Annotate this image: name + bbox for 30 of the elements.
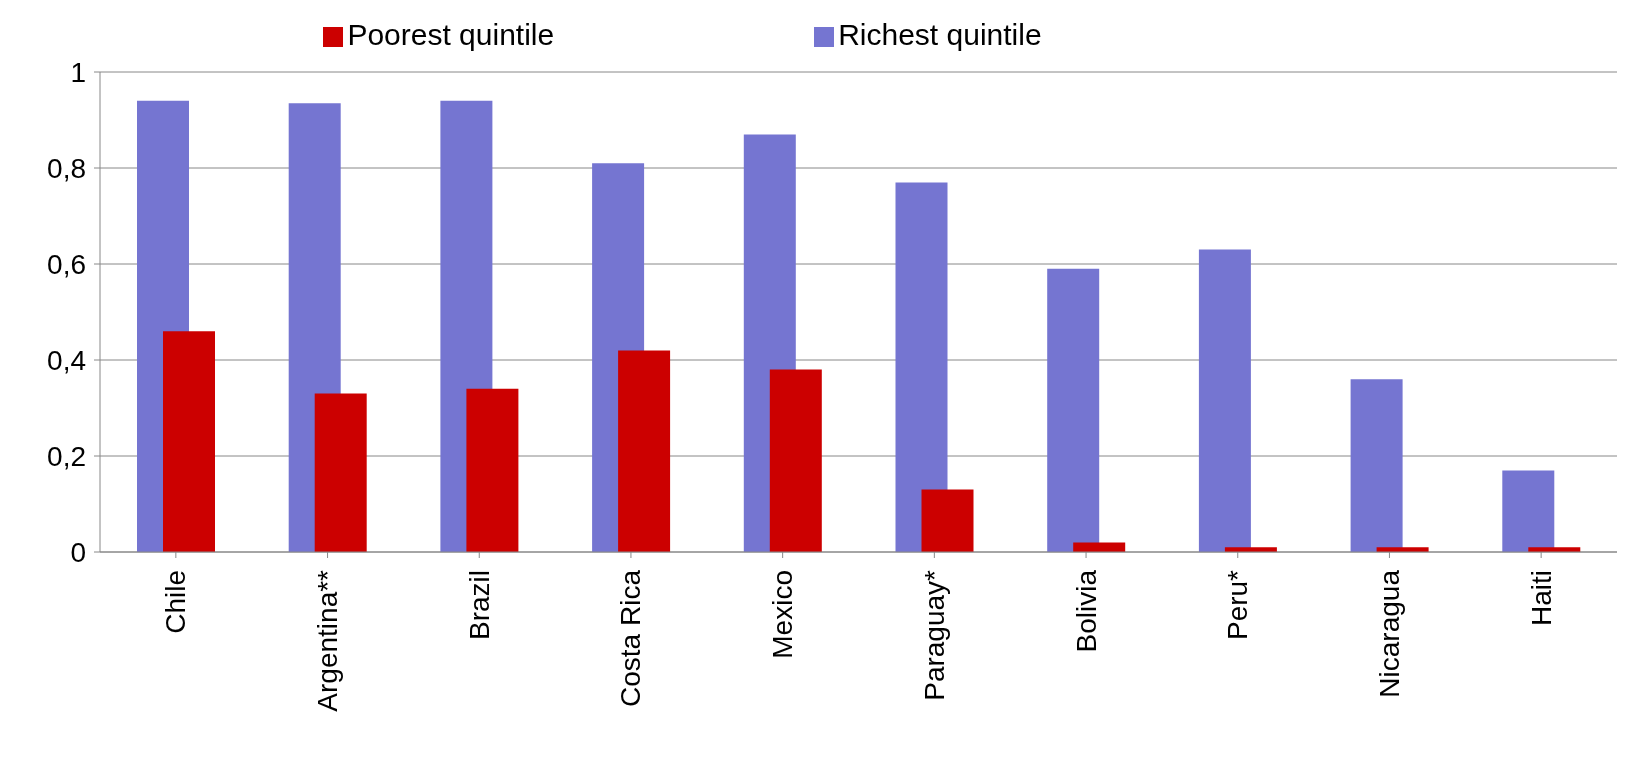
bar (163, 331, 215, 552)
x-tick-label: Nicaragua (1373, 569, 1405, 698)
y-tick-label: 0,2 (47, 440, 86, 472)
bar (618, 350, 671, 552)
y-tick-label: 0 (70, 536, 86, 568)
bar (895, 182, 948, 552)
x-tick-label: Peru* (1222, 569, 1254, 641)
y-tick-label: 0,8 (47, 152, 86, 184)
x-tick-label: Paraguay* (918, 569, 950, 701)
bar (1047, 268, 1100, 552)
legend-label: Poorest quintile (347, 18, 555, 51)
x-tick-label: Chile (160, 570, 192, 634)
y-tick-label: 0,6 (47, 248, 86, 280)
x-tick-label: Argentina** (312, 569, 344, 712)
bar (314, 393, 367, 552)
x-tick-label: Haiti (1525, 570, 1557, 627)
y-tick-label: 0,4 (47, 344, 86, 376)
x-tick-label: Bolivia (1070, 569, 1102, 653)
bar (921, 489, 974, 552)
bar (1350, 379, 1403, 552)
bar (1198, 249, 1251, 552)
x-tick-label: Costa Rica (615, 569, 647, 707)
bar (466, 388, 519, 552)
bar (1502, 470, 1555, 552)
legend-label: Richest quintile (838, 18, 1042, 51)
y-tick-label: 1 (70, 56, 86, 88)
x-tick-label: Brazil (463, 570, 495, 641)
bar (769, 369, 822, 552)
x-tick-label: Mexico (767, 570, 799, 659)
bar (1073, 542, 1126, 552)
